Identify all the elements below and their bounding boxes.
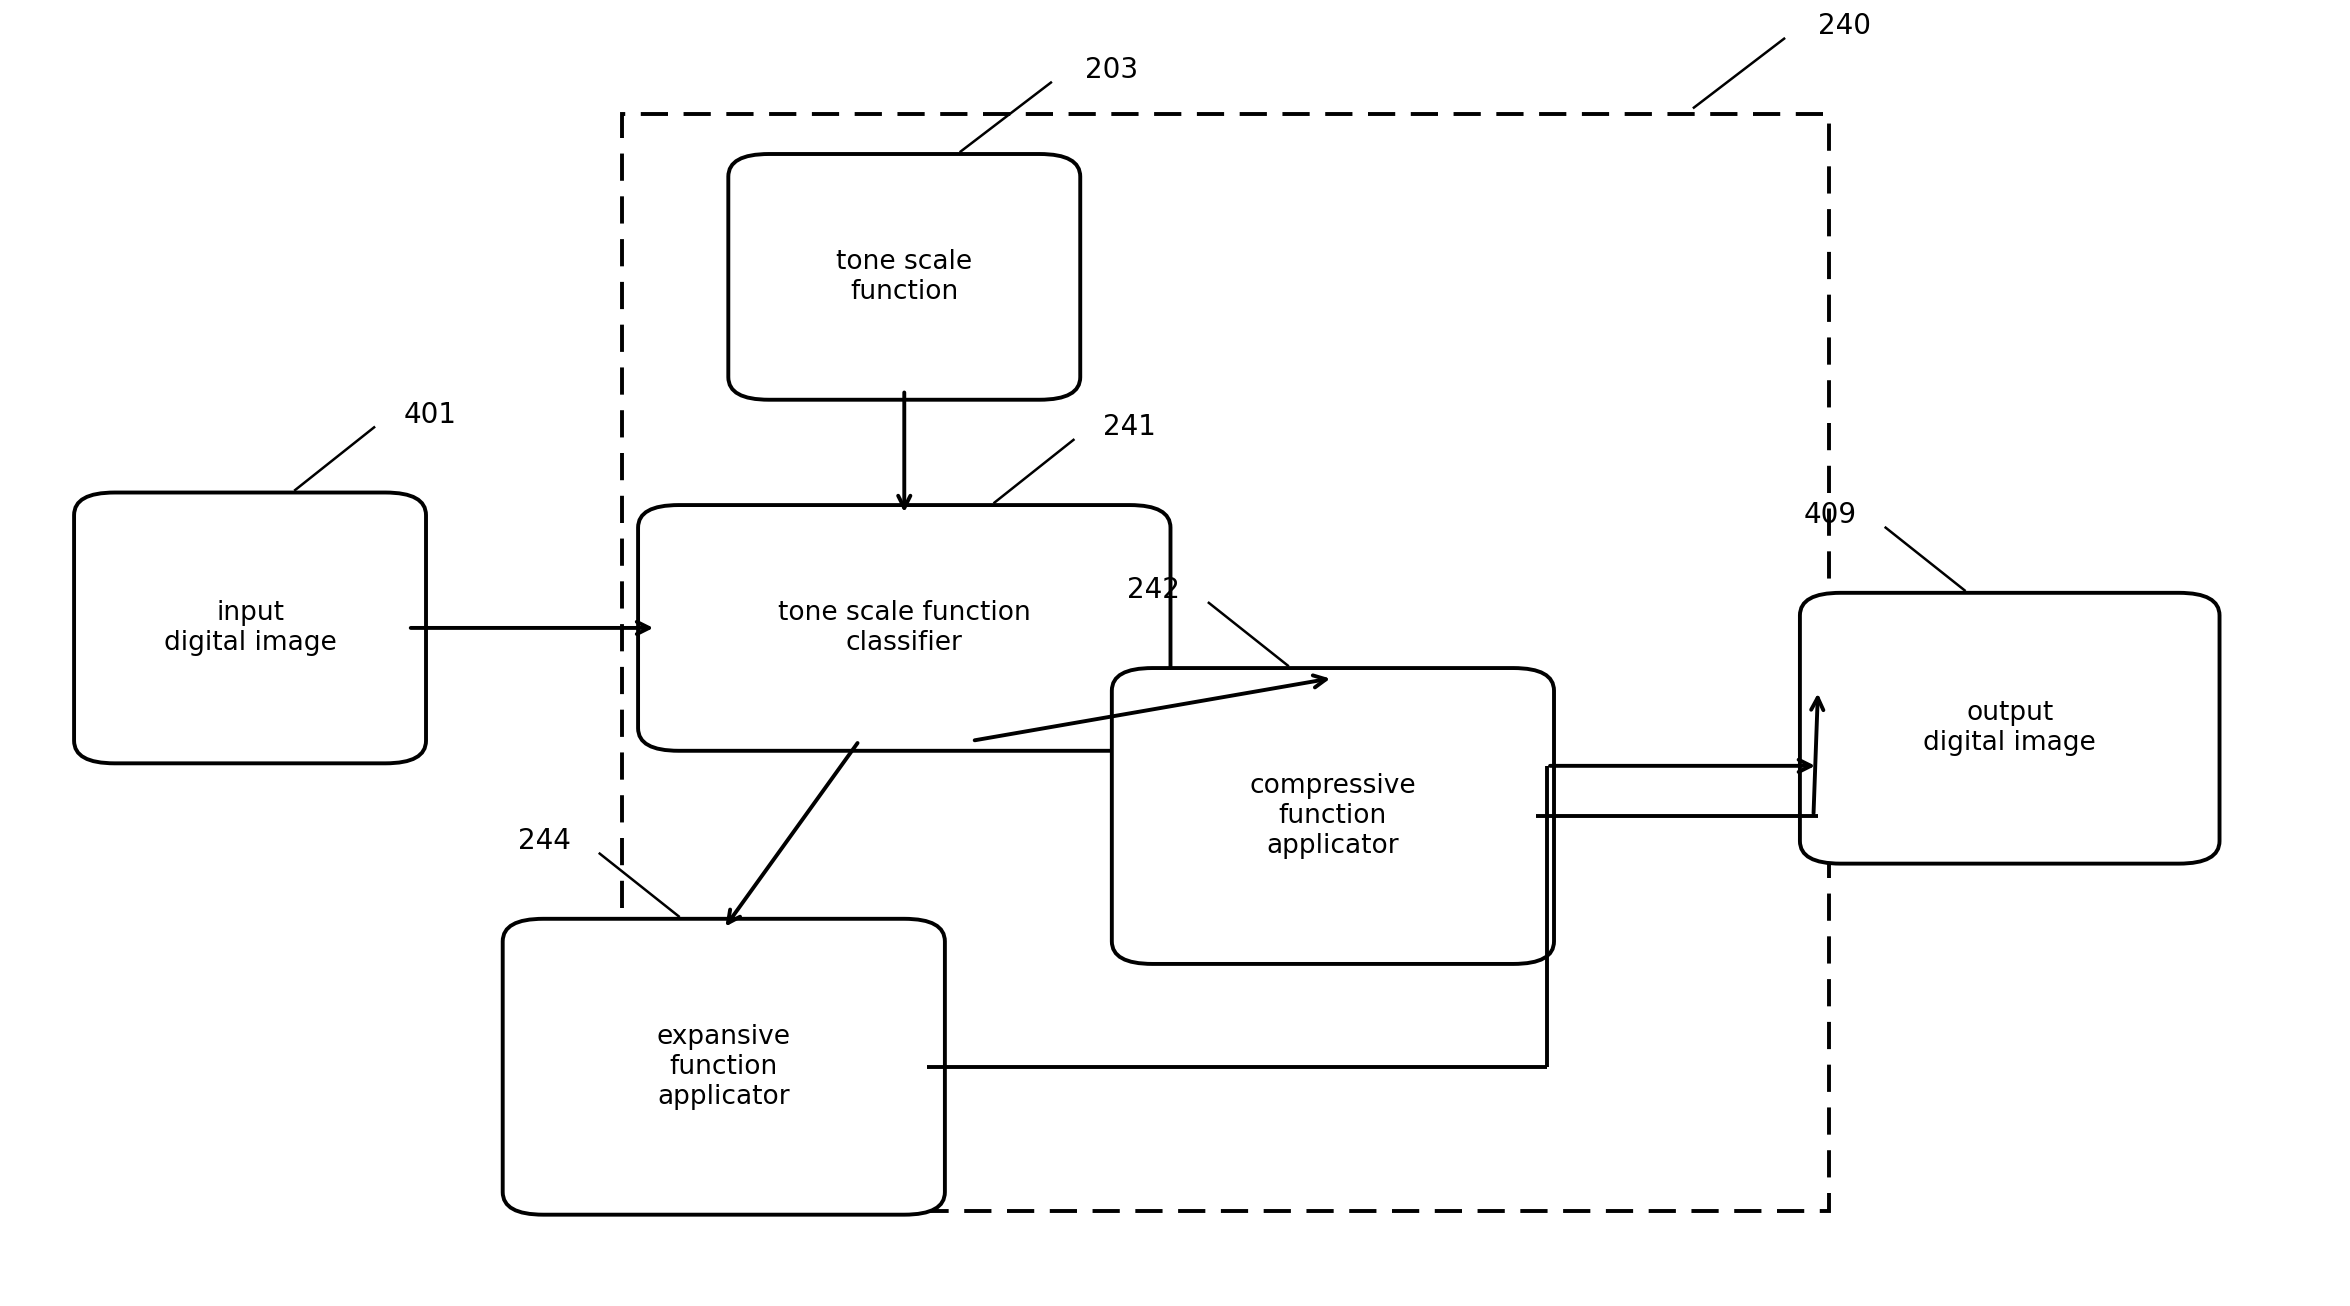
FancyBboxPatch shape — [728, 154, 1081, 400]
FancyBboxPatch shape — [1112, 669, 1553, 964]
Text: output
digital image: output digital image — [1922, 700, 2096, 756]
Text: 242: 242 — [1126, 576, 1180, 605]
Text: tone scale
function: tone scale function — [837, 249, 973, 304]
Text: 244: 244 — [517, 827, 571, 855]
Text: 401: 401 — [404, 401, 456, 428]
Text: 240: 240 — [1819, 12, 1871, 40]
Text: compressive
function
applicator: compressive function applicator — [1250, 773, 1417, 859]
Text: 409: 409 — [1802, 502, 1856, 529]
FancyBboxPatch shape — [75, 492, 425, 763]
FancyBboxPatch shape — [639, 505, 1170, 751]
Text: 203: 203 — [1086, 56, 1137, 84]
Text: input
digital image: input digital image — [165, 599, 336, 656]
Text: 241: 241 — [1102, 413, 1156, 441]
FancyBboxPatch shape — [503, 919, 945, 1215]
Text: tone scale function
classifier: tone scale function classifier — [778, 599, 1032, 656]
Text: expansive
function
applicator: expansive function applicator — [656, 1024, 792, 1110]
FancyBboxPatch shape — [1800, 593, 2218, 863]
Bar — [623, 114, 1828, 1211]
